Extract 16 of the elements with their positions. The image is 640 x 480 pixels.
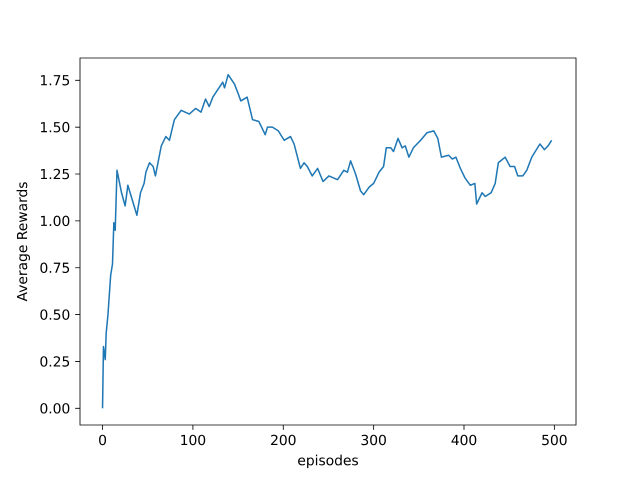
y-tick-label: 0.25 bbox=[40, 356, 70, 367]
y-tick-label: 1.25 bbox=[40, 168, 70, 180]
x-tick-label: 500 bbox=[542, 434, 567, 446]
y-tick-label: 1.00 bbox=[40, 216, 70, 226]
y-tick-label: 0.75 bbox=[40, 262, 70, 273]
x-tick-label: 100 bbox=[181, 434, 206, 446]
x-axis-title: episodes bbox=[298, 454, 358, 468]
y-tick-label: 0.00 bbox=[40, 403, 70, 414]
y-tick-label: 1.75 bbox=[40, 75, 70, 86]
x-tick-label: 400 bbox=[451, 434, 476, 446]
y-tick-label: 1.50 bbox=[40, 122, 70, 132]
x-tick-label: 0 bbox=[99, 434, 106, 446]
y-axis-title: Average Rewards bbox=[16, 182, 30, 302]
x-tick-label: 200 bbox=[271, 434, 296, 446]
y-tick-label: 0.50 bbox=[40, 309, 70, 320]
x-tick-label: 300 bbox=[361, 434, 386, 446]
